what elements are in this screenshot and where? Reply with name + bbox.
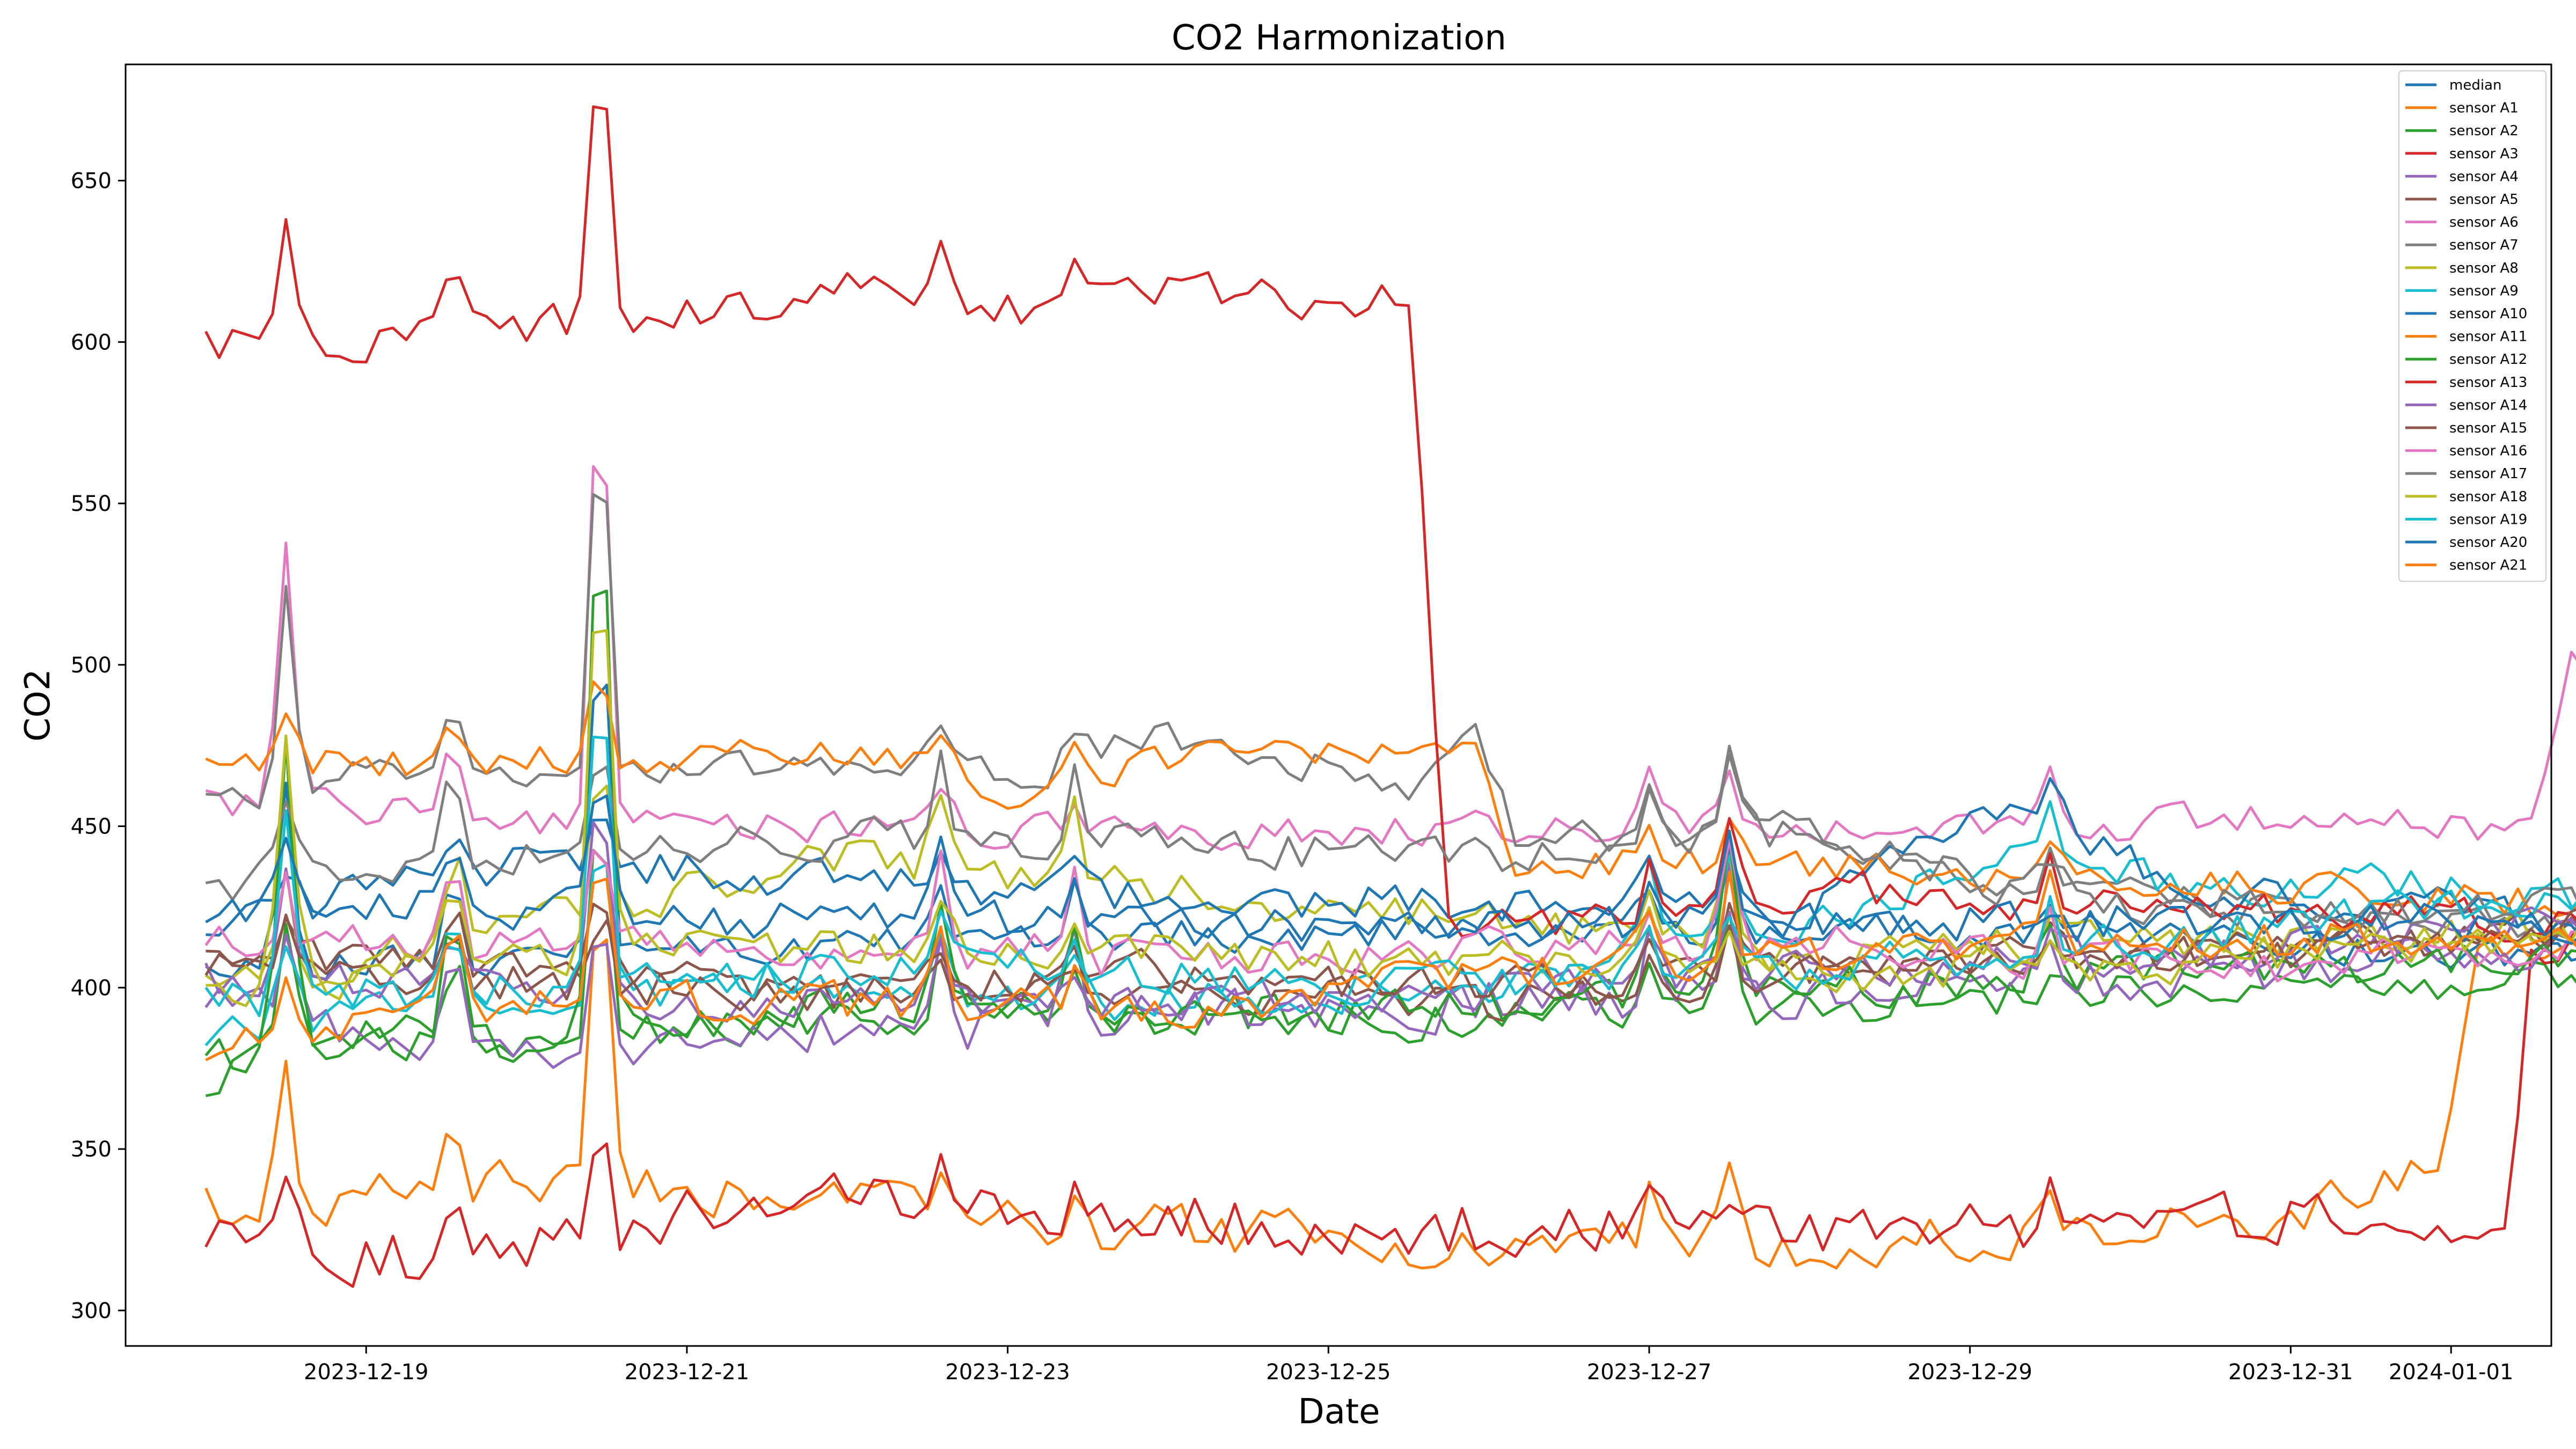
plot-frame [125,63,2552,1347]
x-tick-label: 2023-12-21 [625,1360,749,1385]
legend-label: sensor A8 [2449,260,2519,276]
legend-label: sensor A15 [2449,420,2527,436]
chart-title: CO2 Harmonization [1172,18,1506,58]
series-line-sensor-a3 [204,926,2576,1288]
series-line-sensor-a20 [205,794,2576,945]
x-tick-label: 2023-12-25 [1266,1360,1391,1385]
legend-label: sensor A10 [2449,306,2527,322]
series-line-sensor-a15 [204,903,2576,1012]
series-line-sensor-a17 [205,744,2576,928]
x-tick-label: 2023-12-19 [304,1360,428,1385]
series-lines [204,105,2576,1288]
series-line-sensor-a11 [205,680,2576,917]
legend-label: sensor A9 [2449,283,2519,299]
x-axis-label: Date [1298,1392,1380,1432]
y-axis-ticks: 300 350 400 450 500 550 600 650 [71,169,126,1323]
legend-label: sensor A17 [2449,466,2527,482]
y-tick-label: 350 [71,1137,112,1162]
x-tick-label: 2023-12-31 [2228,1360,2353,1385]
legend-label: sensor A19 [2449,511,2527,528]
legend-label: sensor A18 [2449,489,2527,505]
series-line-sensor-a21 [205,869,2576,1062]
legend-label: sensor A6 [2449,215,2519,231]
y-tick-label: 600 [71,330,112,355]
series-line-sensor-a18 [206,629,2576,1007]
series-line-sensor-a10 [206,777,2576,938]
legend-label: sensor A11 [2449,329,2527,345]
x-tick-label: 2024-01-01 [2389,1360,2513,1385]
series-line-sensor-a5 [206,902,2576,1022]
legend-label: sensor A20 [2449,535,2527,551]
legend-label: sensor A21 [2449,558,2527,574]
series-line-sensor-a7 [206,493,2576,944]
series-line-sensor-a19 [204,735,2576,1018]
legend-label: sensor A7 [2449,237,2519,253]
x-tick-label: 2023-12-27 [1587,1360,1711,1385]
series-line-sensor-a8 [204,785,2576,989]
legend-label: sensor A4 [2449,169,2519,185]
legend-label: sensor A16 [2449,443,2527,459]
y-axis-label: CO2 [18,669,58,742]
legend-label: sensor A2 [2449,123,2519,139]
series-line-sensor-a13 [204,105,2576,943]
y-tick-label: 300 [71,1299,112,1323]
legend: median sensor A1 sensor A2 sensor A3 sensor … [2398,70,2546,582]
x-axis-ticks: 2023-12-19 2023-12-21 2023-12-23 2023-12-25… [304,1346,2513,1385]
legend-label: sensor A5 [2449,192,2519,208]
series-line-sensor-a1 [204,935,2576,1270]
legend-label: sensor A13 [2449,375,2527,391]
y-tick-label: 400 [71,976,112,1000]
legend-label: median [2449,77,2501,93]
y-tick-label: 450 [71,815,112,839]
legend-label: sensor A14 [2449,397,2527,413]
y-tick-label: 500 [71,653,112,678]
legend-label: sensor A12 [2449,352,2527,368]
x-tick-label: 2023-12-29 [1907,1360,2032,1385]
y-tick-label: 650 [71,169,112,194]
y-tick-label: 550 [71,492,112,516]
series-line-sensor-a6 [205,465,2576,851]
legend-label: sensor A1 [2449,100,2519,116]
legend-label: sensor A3 [2449,146,2519,162]
x-tick-label: 2023-12-23 [945,1360,1070,1385]
series-line-sensor-a2 [205,848,2576,1097]
